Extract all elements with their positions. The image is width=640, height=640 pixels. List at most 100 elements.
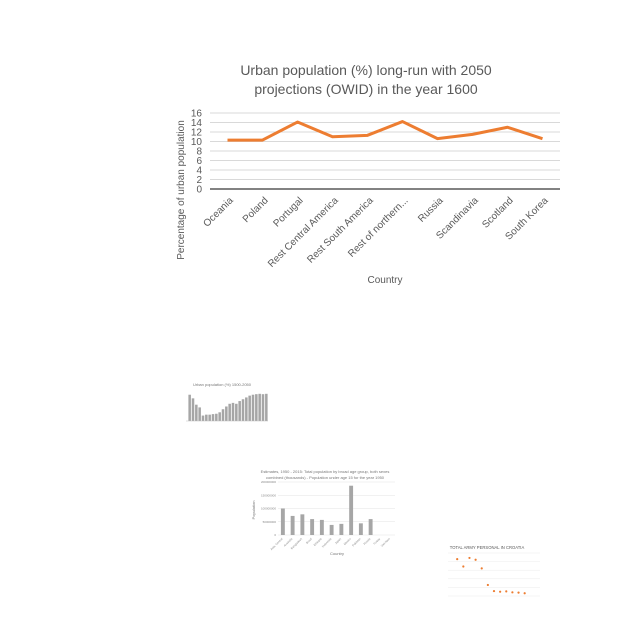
thumbnail-2-bar: [358, 523, 363, 535]
thumbnail-1-bar: [238, 401, 241, 421]
thumbnail-bar-chart-1: Urban population (%) 1500-2050: [177, 380, 272, 430]
thumbnail-1-bar: [221, 409, 225, 421]
thumbnail-2-bar: [300, 514, 305, 535]
thumbnail-1-bar: [255, 394, 258, 421]
thumbnail-2-x-tick-label: Indonesia: [321, 537, 333, 549]
thumbnail-2-bar: [280, 508, 285, 535]
thumbnail-3-point: [499, 590, 502, 593]
thumbnail-1-bar: [208, 414, 211, 421]
thumbnail-2-x-tick-label: Russia: [362, 537, 371, 546]
main-y-tick-label: 14: [191, 118, 203, 129]
thumbnail-2-bar: [339, 523, 344, 535]
main-y-tick-label: 6: [196, 156, 202, 167]
thumbnail-2-x-tick-label: Viet Nam: [380, 536, 391, 547]
main-chart-title-line2: projections (OWID) in the year 1600: [254, 81, 478, 97]
thumbnail-1-bar: [191, 398, 195, 421]
thumbnail-bar-chart-2: Estimates, 1950 - 2015: Total population…: [251, 469, 395, 556]
thumbnail-2-y-tick-label: 50000000: [263, 520, 277, 524]
thumbnail-scatter-chart: TOTAL ARMY PERSONAL IN CROATIA: [448, 545, 540, 597]
thumbnail-1-bar: [195, 404, 198, 421]
main-x-axis-label: Country: [367, 275, 402, 286]
main-series-line: [227, 120, 543, 142]
thumbnail-1-bar: [215, 413, 218, 421]
main-y-tick-label: 10: [191, 137, 203, 148]
thumbnail-1-bar: [218, 412, 221, 421]
thumbnail-1-bar: [205, 414, 208, 421]
thumbnail-1-bar: [248, 395, 251, 421]
thumbnail-1-bar: [251, 394, 255, 421]
thumbnail-2-bars: [280, 485, 373, 535]
thumbnail-3-point: [517, 591, 520, 594]
thumbnail-2-bar: [349, 485, 354, 535]
main-chart: Urban population (%) long-run with 2050 …: [176, 62, 560, 286]
thumbnail-3-point: [474, 558, 477, 561]
thumbnail-3-point: [468, 556, 471, 560]
thumbnail-1-bar: [261, 394, 265, 421]
thumbnail-2-x-tick-label: Australia: [283, 537, 294, 548]
thumbnail-2-bar: [290, 515, 295, 535]
thumbnail-1-bar: [201, 415, 205, 421]
thumbnail-2-x-tick-label: Ethiopia: [313, 537, 323, 547]
main-x-tick-label: Rest of northern...: [346, 195, 410, 259]
thumbnail-2-title-line2: combined (thousands) - Population under …: [266, 475, 385, 480]
main-y-tick-label: 4: [196, 166, 202, 177]
thumbnail-1-bar: [228, 403, 231, 421]
thumbnail-2-x-tick-label: Turkey: [372, 536, 381, 545]
thumbnail-2-x-tick-label: Mexico: [343, 537, 352, 546]
thumbnail-2-x-axis-label: Country: [330, 551, 344, 556]
thumbnail-1-bar: [258, 393, 261, 421]
thumbnail-3-point: [492, 589, 496, 593]
thumbnail-1-title: Urban population (%) 1500-2050: [193, 382, 252, 387]
thumbnail-2-x-tick-label: Japan: [334, 537, 343, 546]
main-x-tick-label: Russia: [416, 195, 446, 225]
thumbnail-1-bar: [188, 394, 191, 421]
thumbnail-2-gridlines: [278, 481, 395, 536]
thumbnail-1-bars: [188, 393, 268, 421]
main-y-tick-label: 8: [196, 147, 202, 158]
thumbnail-2-x-tick-label: Brazil: [305, 537, 313, 545]
thumbnail-3-point: [462, 565, 465, 568]
main-gridlines: [210, 112, 560, 180]
thumbnail-1-bar: [245, 397, 248, 421]
thumbnail-3-point: [523, 592, 526, 595]
thumbnail-2-y-tick-label: 0: [274, 533, 276, 537]
thumbnail-2-y-axis-label: Population: [251, 501, 256, 520]
thumbnail-1-bar: [235, 403, 238, 421]
thumbnail-3-points: [456, 556, 526, 595]
thumbnail-2-y-tick-label: 100000000: [261, 507, 276, 511]
main-y-tick-label: 16: [191, 109, 203, 120]
thumbnail-2-title-line1: Estimates, 1950 - 2015: Total population…: [261, 469, 390, 474]
thumbnail-3-gridlines: [448, 552, 540, 597]
thumbnail-1-background: [177, 380, 272, 430]
thumbnail-2-bar: [319, 519, 324, 535]
thumbnail-2-y-tick-label: 200000000: [261, 480, 276, 484]
main-x-tick-label: Oceania: [202, 195, 236, 229]
main-y-tick-label: 0: [196, 185, 202, 196]
main-y-tick-label: 2: [196, 175, 202, 186]
thumbnail-3-point: [511, 591, 514, 594]
main-x-tick-label: Poland: [241, 195, 271, 225]
thumbnail-2-x-tick-label: Asia, Central: [269, 537, 283, 551]
thumbnail-2-bar: [368, 519, 373, 535]
thumbnail-2-y-tick-labels: 200000000 150000000 100000000 50000000 0: [261, 480, 276, 537]
thumbnail-3-point: [486, 583, 489, 587]
thumbnail-1-bar: [231, 402, 235, 421]
thumbnail-1-bar: [225, 406, 228, 421]
thumbnail-3-point: [456, 558, 459, 561]
thumbnail-1-bar: [198, 407, 201, 421]
thumbnail-1-bar: [265, 393, 268, 421]
main-x-tick-label: Rest South America: [305, 195, 376, 266]
thumbnail-1-bar: [241, 399, 245, 421]
thumbnail-3-point: [480, 567, 483, 570]
main-y-axis-label: Percentage of urban population: [176, 120, 187, 260]
thumbnail-2-bar: [329, 524, 334, 535]
thumbnail-2-y-tick-label: 150000000: [261, 493, 276, 497]
main-x-tick-label: Scotland: [480, 195, 515, 230]
thumbnail-3-title: TOTAL ARMY PERSONAL IN CROATIA: [450, 545, 525, 550]
main-x-tick-label: Portugal: [272, 195, 306, 229]
thumbnail-3-point: [505, 590, 508, 593]
